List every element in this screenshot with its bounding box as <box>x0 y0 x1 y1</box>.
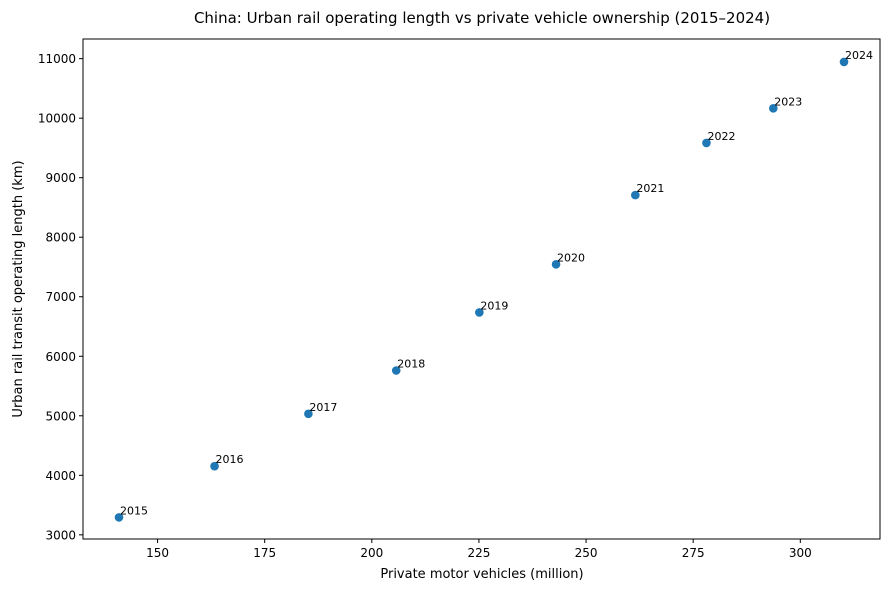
x-tick-label: 300 <box>789 546 812 560</box>
y-axis-ticks: 3000 4000 5000 6000 7000 8000 9000 10000 11000 <box>38 52 83 542</box>
point-labels: 2015 2016 2017 2018 2019 2020 2021 2022 2023 2024 <box>120 49 873 517</box>
x-axis-label: Private motor vehicles (million) <box>380 567 583 582</box>
point-year-label: 2016 <box>216 453 244 466</box>
point-year-label: 2017 <box>309 401 337 414</box>
data-point <box>475 308 484 317</box>
data-point <box>702 138 711 148</box>
data-point <box>391 366 401 375</box>
x-tick-label: 175 <box>253 546 276 560</box>
y-tick-label: 3000 <box>45 528 76 542</box>
data-point <box>551 259 561 269</box>
y-axis-label: Urban rail transit operating length (km) <box>11 160 26 417</box>
y-tick-label: 5000 <box>45 409 76 423</box>
y-tick-label: 11000 <box>38 52 76 66</box>
point-year-label: 2018 <box>397 357 425 370</box>
point-year-label: 2019 <box>480 299 508 312</box>
y-tick-label: 7000 <box>45 290 76 304</box>
x-axis-ticks: 150 175 200 225 250 275 300 <box>146 539 812 560</box>
data-points <box>114 57 849 522</box>
point-year-label: 2021 <box>636 182 664 195</box>
x-tick-label: 150 <box>146 546 169 560</box>
data-point <box>114 513 124 522</box>
y-tick-label: 6000 <box>45 350 76 364</box>
data-point <box>210 461 219 471</box>
point-year-label: 2023 <box>774 95 802 108</box>
x-tick-label: 275 <box>682 546 705 560</box>
data-point <box>839 57 849 67</box>
y-tick-label: 8000 <box>45 231 76 245</box>
x-tick-label: 225 <box>467 546 490 560</box>
point-year-label: 2020 <box>557 251 585 264</box>
y-tick-label: 10000 <box>38 112 76 126</box>
point-year-label: 2024 <box>845 49 873 62</box>
plot-area-frame <box>82 38 881 540</box>
chart-title: China: Urban rail operating length vs pr… <box>194 9 770 27</box>
x-tick-label: 250 <box>575 546 598 560</box>
y-tick-label: 9000 <box>45 171 76 185</box>
point-year-label: 2022 <box>707 130 735 143</box>
data-point <box>769 104 778 113</box>
x-tick-label: 200 <box>360 546 383 560</box>
data-point <box>304 409 313 419</box>
data-point <box>631 190 640 200</box>
y-tick-label: 4000 <box>45 469 76 483</box>
point-year-label: 2015 <box>120 504 148 517</box>
